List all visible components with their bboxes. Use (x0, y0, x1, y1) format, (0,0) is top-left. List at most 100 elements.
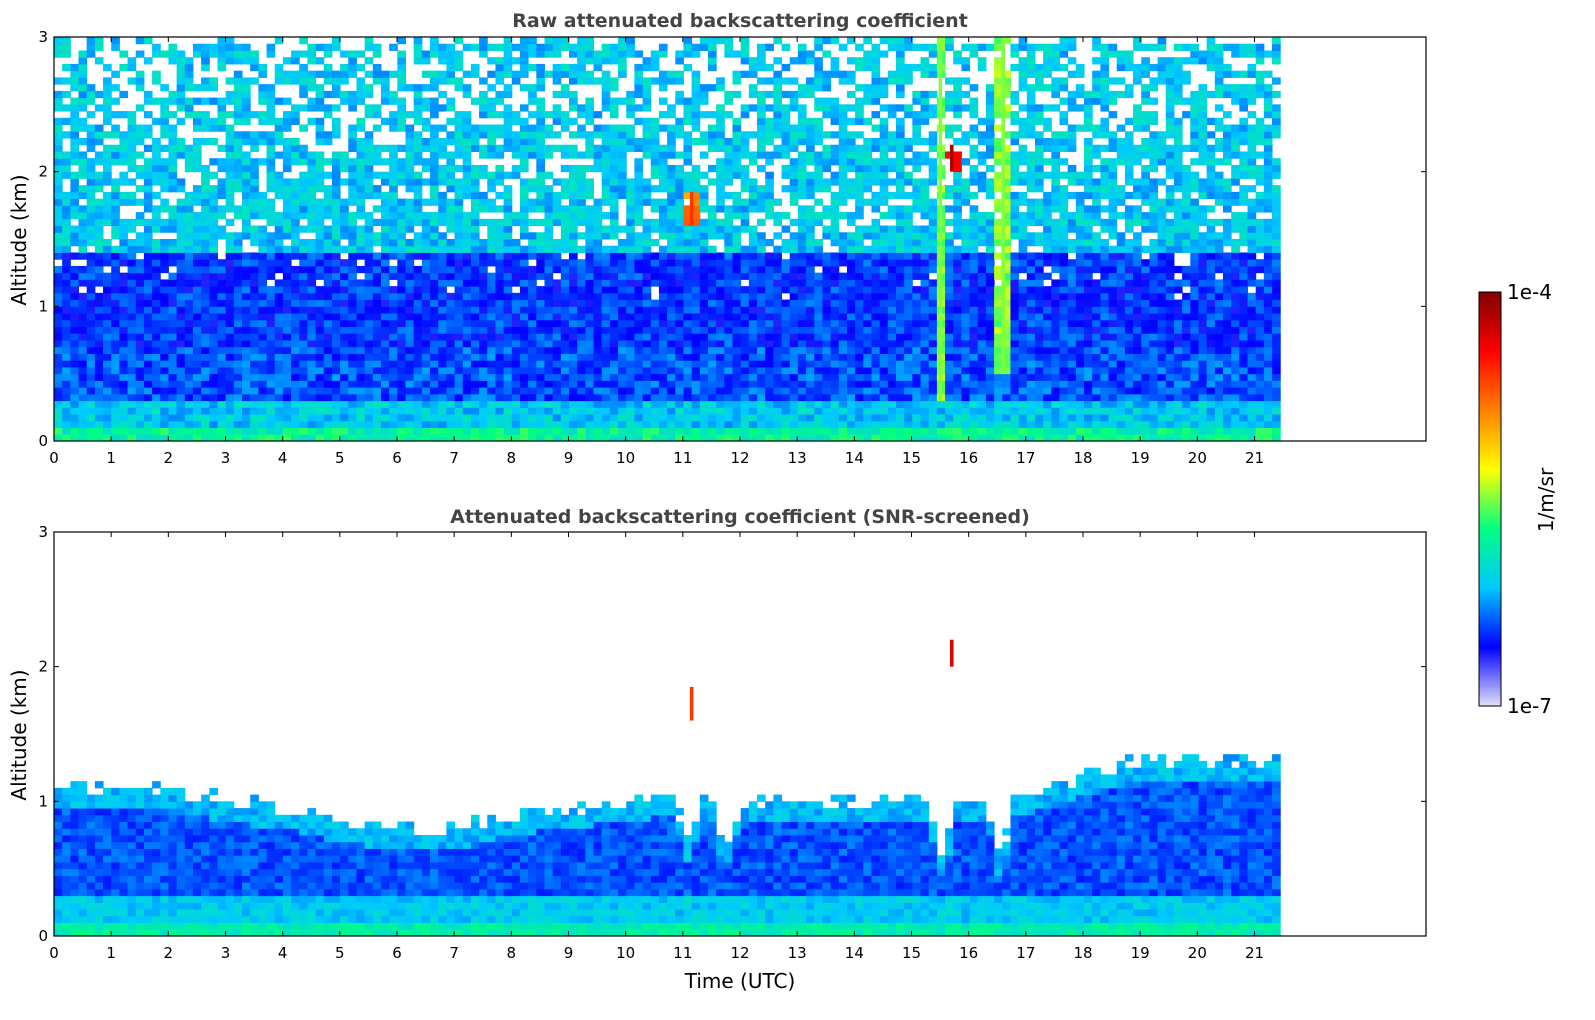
heatmap-cell (307, 420, 317, 429)
heatmap-cell (258, 340, 268, 348)
heatmap-cell (667, 353, 676, 361)
heatmap-cell (479, 50, 488, 58)
heatmap-cell (152, 272, 161, 280)
heatmap-cell (291, 111, 300, 119)
heatmap-cell (233, 117, 243, 126)
heatmap-cell (871, 387, 881, 395)
heatmap-cell (675, 420, 684, 429)
heatmap-cell (536, 360, 545, 368)
heatmap-cell (446, 319, 456, 328)
heatmap-cell (421, 360, 431, 368)
heatmap-cell (225, 158, 235, 166)
heatmap-cell (462, 225, 472, 233)
heatmap-cell (707, 292, 717, 301)
heatmap-cell (707, 313, 717, 321)
heatmap-cell (54, 117, 63, 126)
heatmap-cell (626, 265, 635, 274)
heatmap-cell (291, 104, 300, 112)
heatmap-cell (225, 286, 235, 294)
heatmap-cell (846, 191, 856, 200)
heatmap-cell (479, 111, 488, 119)
heatmap-cell (642, 259, 652, 267)
heatmap-cell (397, 353, 407, 361)
heatmap-cell (258, 353, 268, 361)
heatmap-cell (209, 319, 218, 328)
heatmap-cell (168, 387, 178, 395)
heatmap-cell (446, 340, 456, 348)
heatmap-cell (209, 198, 218, 206)
heatmap-cell (405, 306, 415, 314)
heatmap-cell (389, 373, 398, 381)
heatmap-cell (397, 97, 407, 105)
heatmap-cell (274, 279, 284, 287)
heatmap-cell (732, 299, 742, 307)
heatmap-cell (135, 414, 145, 422)
heatmap-cell (70, 124, 80, 132)
heatmap-cell (282, 272, 292, 280)
heatmap-cell (266, 366, 276, 375)
heatmap-cell (192, 427, 202, 435)
heatmap-cell (560, 340, 570, 348)
heatmap-cell (479, 373, 488, 381)
heatmap-cell (282, 138, 292, 146)
heatmap-cell (757, 346, 766, 354)
heatmap-cell (94, 279, 104, 287)
heatmap-cell (160, 319, 169, 328)
heatmap-cell (111, 252, 120, 260)
heatmap-cell (789, 185, 799, 193)
heatmap-cell (209, 124, 218, 132)
heatmap-cell (70, 306, 80, 314)
heatmap-cell (430, 185, 439, 193)
heatmap-cell (691, 245, 701, 253)
heatmap-cell (233, 90, 243, 99)
heatmap-cell (773, 286, 783, 294)
heatmap-cell (855, 117, 864, 126)
heatmap-cell (495, 131, 505, 139)
heatmap-cell (192, 420, 202, 429)
heatmap-cell (233, 205, 243, 213)
heatmap-cell (62, 380, 71, 388)
heatmap-cell (765, 420, 774, 429)
heatmap-cell (863, 393, 872, 402)
heatmap-cell (299, 306, 308, 314)
heatmap-cell (372, 205, 382, 213)
heatmap-cell (732, 420, 742, 429)
heatmap-cell (740, 131, 750, 139)
heatmap-cell (618, 333, 627, 341)
heatmap-cell (315, 407, 325, 415)
heatmap-cell (560, 414, 570, 422)
heatmap-cell (536, 218, 545, 227)
heatmap-cell (601, 326, 611, 334)
heatmap-cell (552, 212, 562, 220)
heatmap-cell (62, 353, 71, 361)
heatmap-cell (658, 380, 668, 388)
heatmap-cell (470, 333, 480, 341)
heatmap-cell (340, 360, 349, 368)
heatmap-cell (765, 387, 774, 395)
heatmap-cell (201, 340, 210, 348)
heatmap-cell (487, 313, 496, 321)
heatmap-cell (830, 373, 840, 381)
heatmap-cell (258, 225, 268, 233)
heatmap-cell (503, 306, 513, 314)
heatmap-cell (470, 232, 480, 240)
heatmap-cell (765, 306, 774, 314)
heatmap-cell (479, 43, 488, 51)
heatmap-cell (143, 393, 153, 402)
heatmap-cell (217, 272, 227, 280)
heatmap-cell (315, 340, 325, 348)
heatmap-cell (438, 252, 447, 260)
heatmap-cell (609, 407, 619, 415)
heatmap-cell (740, 259, 750, 267)
heatmap-cell (650, 340, 660, 348)
heatmap-cell (724, 218, 734, 227)
heatmap-cell (291, 178, 300, 186)
heatmap-cell (405, 164, 415, 173)
heatmap-cell (233, 50, 243, 58)
heatmap-cell (863, 414, 872, 422)
heatmap-cell (462, 111, 472, 119)
heatmap-cell (94, 407, 104, 415)
heatmap-cell (757, 185, 766, 193)
heatmap-cell (94, 393, 104, 402)
heatmap-cell (266, 272, 276, 280)
